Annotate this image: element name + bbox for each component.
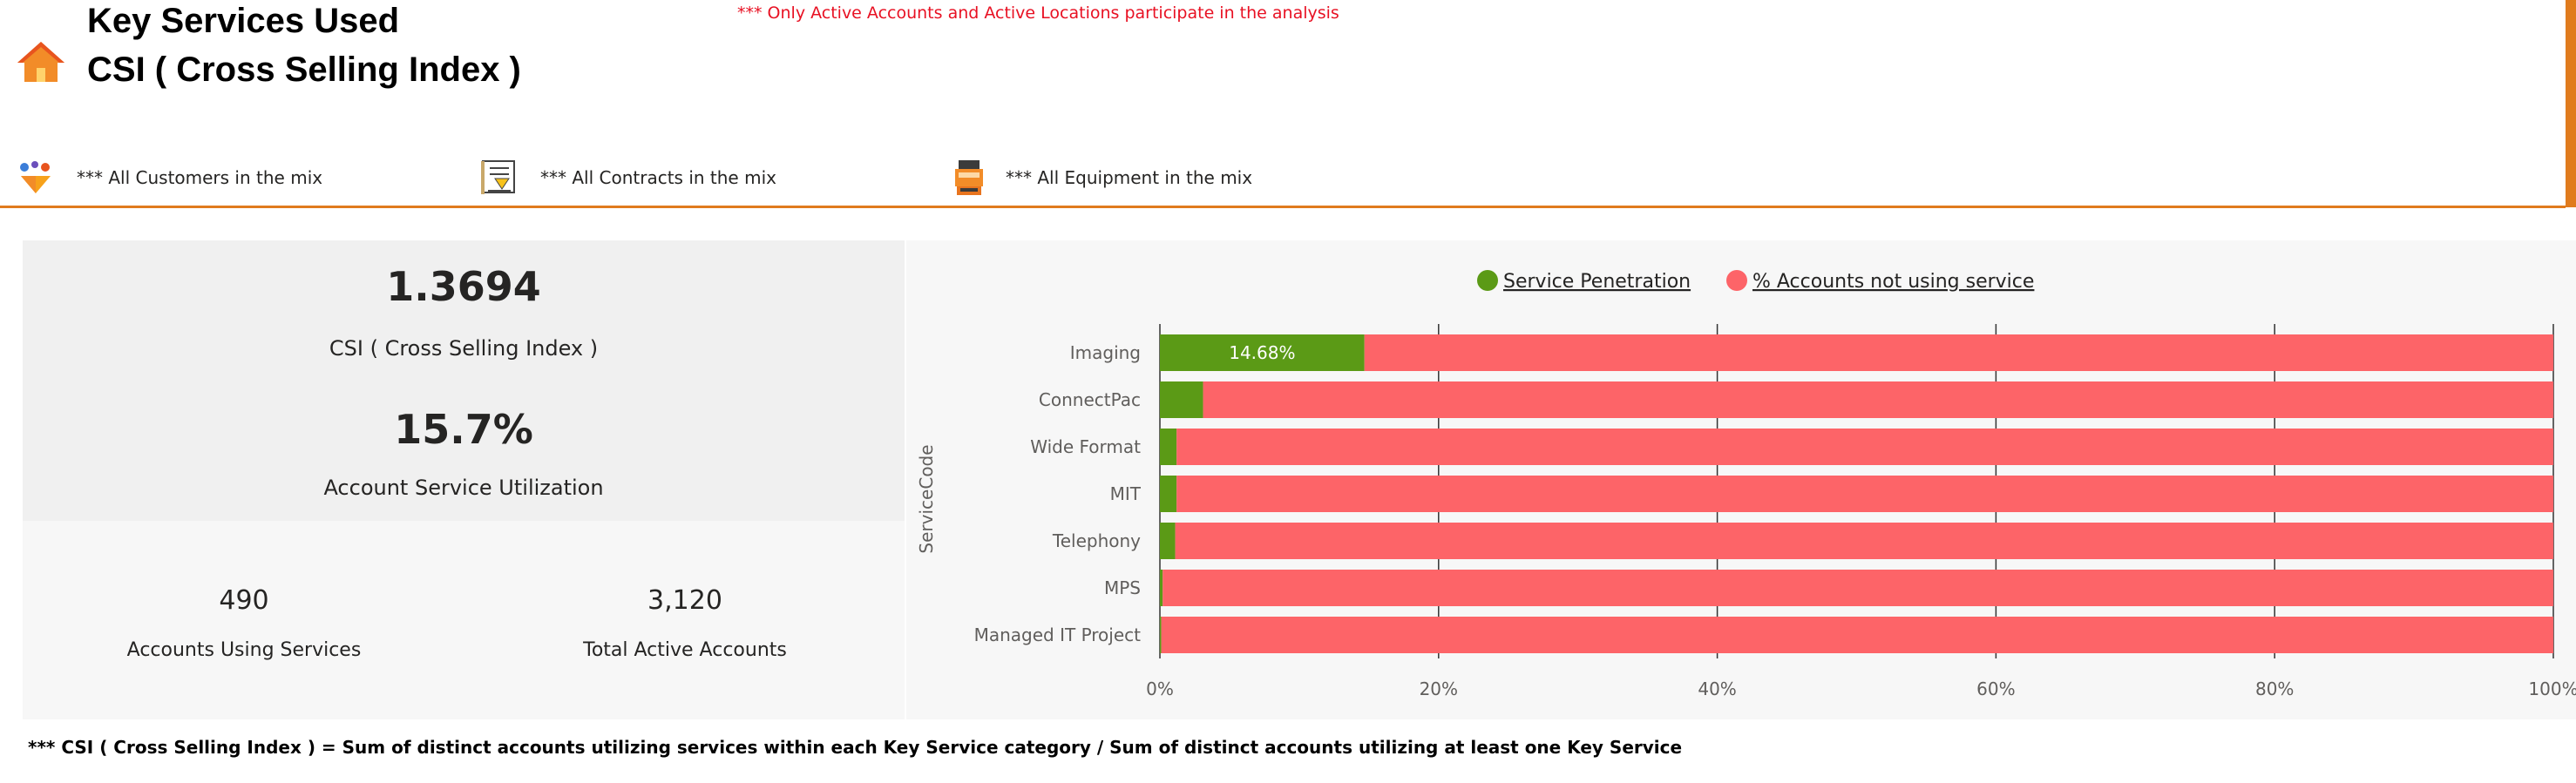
bar-not-using bbox=[1161, 617, 2553, 653]
accounts-using-label: Accounts Using Services bbox=[126, 639, 362, 661]
category-label: Imaging bbox=[1070, 342, 1141, 363]
legend-label: Service Penetration bbox=[1503, 271, 1691, 293]
stats-card bbox=[23, 521, 905, 719]
accounts-using-value: 490 bbox=[219, 585, 269, 616]
filter-contracts[interactable]: *** All Contracts in the mix bbox=[479, 159, 776, 197]
page-title: Key Services Used bbox=[87, 2, 400, 40]
kpi-card bbox=[23, 240, 905, 521]
bar-not-using bbox=[1163, 570, 2553, 606]
bar-penetration bbox=[1160, 476, 1177, 512]
csi-footnote: *** CSI ( Cross Selling Index ) = Sum of… bbox=[28, 737, 1683, 758]
filter-customers[interactable]: *** All Customers in the mix bbox=[16, 159, 322, 197]
legend-marker bbox=[1477, 270, 1498, 291]
total-active-label: Total Active Accounts bbox=[583, 639, 787, 661]
header-divider bbox=[0, 206, 2566, 208]
legend-marker bbox=[1726, 270, 1747, 291]
service-penetration-chart: Service Penetration % Accounts not using … bbox=[916, 270, 2576, 699]
filter-equipment[interactable]: *** All Equipment in the mix bbox=[953, 159, 1252, 197]
right-edge-accent bbox=[2566, 0, 2576, 207]
analysis-note: *** Only Active Accounts and Active Loca… bbox=[737, 3, 1339, 23]
bar-not-using bbox=[1203, 381, 2553, 418]
x-tick-label: 40% bbox=[1698, 678, 1736, 699]
home-icon[interactable] bbox=[16, 40, 66, 84]
bar-not-using bbox=[1364, 334, 2553, 371]
bar-penetration bbox=[1160, 429, 1177, 465]
category-label: MPS bbox=[1104, 577, 1141, 598]
equipment-icon bbox=[955, 160, 983, 195]
category-label: Managed IT Project bbox=[974, 624, 1142, 645]
bar-not-using bbox=[1175, 523, 2553, 559]
y-axis-title: ServiceCode bbox=[916, 444, 937, 553]
x-tick-label: 0% bbox=[1146, 678, 1174, 699]
filter-contracts-label: *** All Contracts in the mix bbox=[540, 167, 776, 188]
category-label: Wide Format bbox=[1030, 436, 1141, 457]
bar-penetration bbox=[1160, 381, 1203, 418]
x-tick-label: 100% bbox=[2528, 678, 2576, 699]
customers-icon bbox=[20, 161, 51, 193]
contract-icon bbox=[481, 160, 515, 194]
bar-penetration bbox=[1160, 334, 1365, 371]
category-label: MIT bbox=[1110, 483, 1142, 504]
csi-value: 1.3694 bbox=[386, 263, 541, 310]
x-tick-label: 80% bbox=[2255, 678, 2294, 699]
x-tick-label: 20% bbox=[1420, 678, 1458, 699]
bar-not-using bbox=[1176, 429, 2553, 465]
csi-label: CSI ( Cross Selling Index ) bbox=[329, 336, 599, 361]
legend-label: % Accounts not using service bbox=[1752, 271, 2034, 293]
asu-label: Account Service Utilization bbox=[323, 476, 604, 500]
x-tick-label: 60% bbox=[1976, 678, 2015, 699]
bar-not-using bbox=[1176, 476, 2553, 512]
category-label: Telephony bbox=[1052, 530, 1141, 551]
bar-penetration bbox=[1160, 523, 1176, 559]
page-subtitle: CSI ( Cross Selling Index ) bbox=[87, 51, 521, 89]
bar-penetration bbox=[1160, 570, 1163, 606]
asu-value: 15.7% bbox=[394, 406, 533, 453]
filter-customers-label: *** All Customers in the mix bbox=[77, 167, 323, 188]
bar-penetration bbox=[1160, 617, 1162, 653]
filter-equipment-label: *** All Equipment in the mix bbox=[1006, 167, 1253, 188]
data-label: 14.68% bbox=[1229, 342, 1295, 363]
total-active-value: 3,120 bbox=[647, 585, 722, 616]
category-label: ConnectPac bbox=[1039, 389, 1141, 410]
